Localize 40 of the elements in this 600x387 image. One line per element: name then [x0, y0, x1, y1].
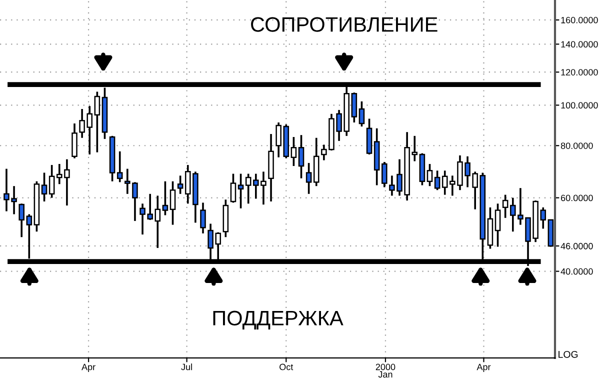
y-tick-label: 120.0000: [561, 69, 598, 76]
y-tick-label: 60.0000: [561, 194, 593, 202]
x-tick-label: Oct: [280, 364, 294, 370]
candlestick: [245, 172, 252, 205]
candlestick: [177, 174, 184, 195]
candlestick: [154, 194, 161, 249]
candlestick: [230, 172, 236, 204]
candlestick: [358, 100, 365, 128]
y-tick-label: 46.0000: [560, 242, 593, 250]
candlestick: [18, 202, 24, 238]
candlestick: [116, 150, 123, 184]
candlestick: [298, 134, 304, 180]
candlestick: [426, 163, 433, 187]
y-tick-label: 100.0000: [561, 102, 598, 109]
candlestick: [382, 161, 388, 188]
text: LOG: [558, 350, 578, 358]
x-tick-label: Apr: [82, 364, 96, 372]
candlestick: [48, 164, 55, 199]
candlestick: [41, 172, 48, 202]
y-tick-label: 160.0000: [561, 16, 598, 24]
candlestick: [494, 202, 501, 248]
y-tick-label: 40.0000: [560, 268, 593, 275]
candlestick: [72, 122, 78, 160]
candlestick: [434, 170, 440, 191]
ref-line-label: ПОДДЕРЖКА: [213, 310, 344, 330]
x-tick-label: 2000 Jan: [376, 364, 396, 378]
x-tick-label: Apr: [476, 364, 491, 372]
candlestick: [290, 136, 297, 167]
candlestick: [200, 202, 206, 234]
candlestick: [502, 194, 508, 219]
x-tick-label: Jul: [181, 364, 192, 370]
ref-line-label: СОПРОТИВЛЕНИЕ: [251, 17, 438, 32]
candlestick: [94, 90, 100, 154]
candlestick: [170, 180, 176, 226]
candlestick: [238, 172, 244, 210]
candlestick: [351, 92, 358, 124]
y-tick-label: 140.0000: [561, 41, 598, 48]
y-tick-label: 80.0000: [560, 142, 593, 149]
candlestick: [162, 180, 168, 216]
candlestick: [306, 162, 312, 195]
